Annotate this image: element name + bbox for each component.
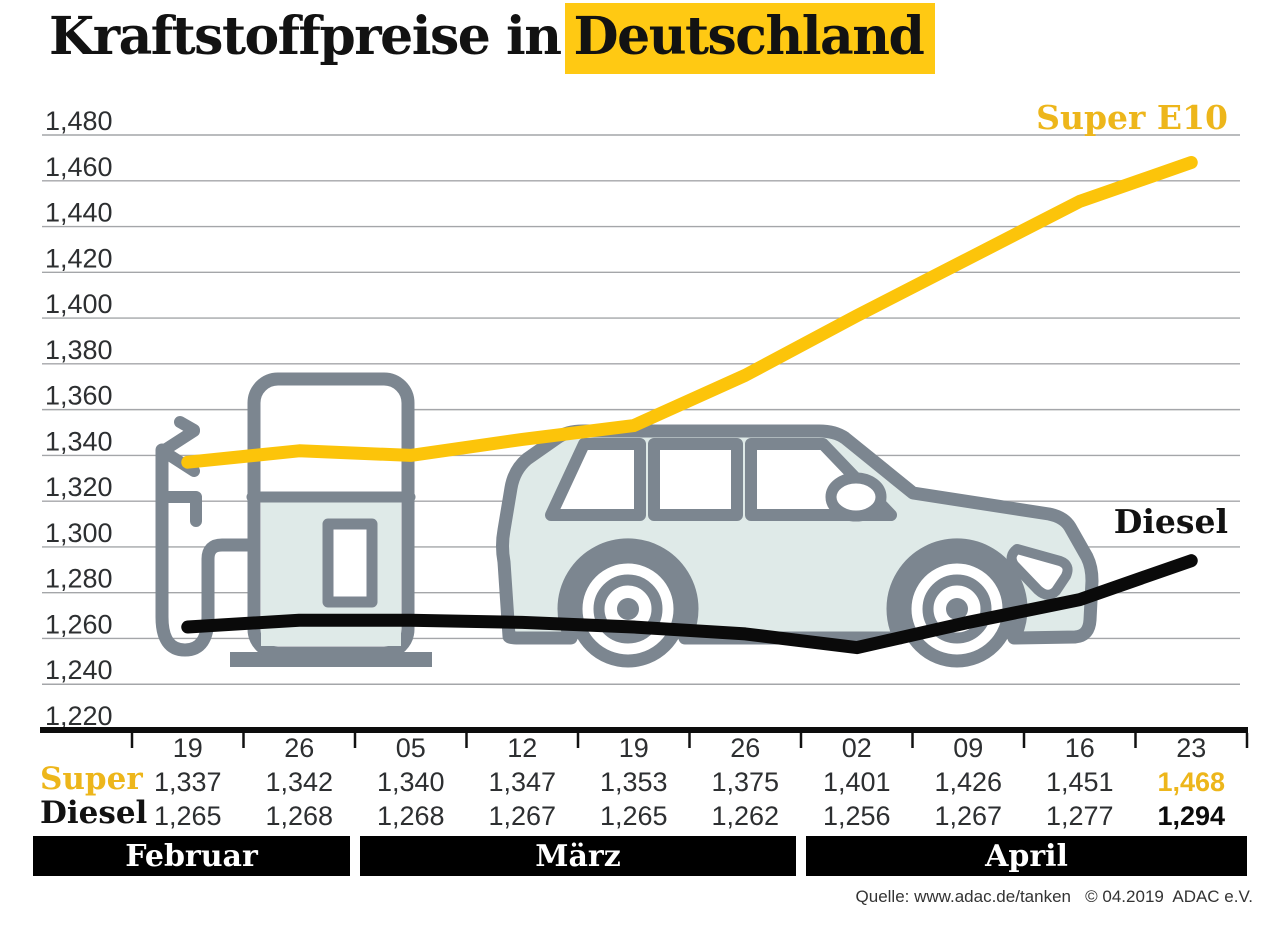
month-band-februar: Februar [33,836,350,876]
table-cell: 1,340 [376,767,445,797]
table-cell: 1,426 [934,767,1003,797]
y-tick-label: 1,360 [45,381,113,411]
series-lines [181,156,1198,655]
table-cell: 1,268 [376,801,445,831]
diesel-row-label: Diesel [40,795,148,831]
source-credit: Quelle: www.adac.de/tanken © 04.2019 ADA… [855,887,1253,906]
y-tick-label: 1,420 [45,243,113,273]
car-headlight [1006,544,1073,600]
table-cell: 19 [618,733,649,763]
table-cell: 1,401 [822,767,891,797]
table-cell: 1,353 [599,767,668,797]
table-cell: 12 [507,733,538,763]
car-window-rear [545,438,646,521]
table-cell: 1,277 [1045,801,1114,831]
y-tick-label: 1,380 [45,335,113,365]
date-row: 19 26 05 12 19 26 02 09 16 23 [0,733,1280,763]
line-super-e10 [181,156,1198,469]
car-mirror [825,472,887,522]
table-cell: 1,265 [599,801,668,831]
super-price-row: Super 1,337 1,342 1,340 1,347 1,353 1,375 1,40… [0,761,1280,797]
month-band-märz: März [360,836,796,876]
table-cell: 1,342 [265,767,334,797]
y-tick-label: 1,400 [45,289,113,319]
table-cell: 1,262 [711,801,780,831]
y-tick-label: 1,480 [45,106,113,136]
pump-door [322,518,378,608]
line-diesel [181,554,1198,655]
table-cell: 1,337 [153,767,222,797]
table-cell: 26 [284,733,315,763]
table-cell: 26 [730,733,761,763]
diesel-price-row: Diesel 1,265 1,268 1,268 1,267 1,265 1,262 1,2… [0,795,1280,831]
car-rear-wheel [569,550,687,668]
y-tick-label: 1,440 [45,198,113,228]
y-tick-label: 1,300 [45,518,113,548]
y-tick-label: 1,220 [45,701,113,731]
y-axis-labels: 1,480 1,460 1,440 1,420 1,400 1,380 1,360 1,340… [45,106,113,731]
legend-super-e10: Super E10 [1036,98,1228,137]
y-tick-label: 1,260 [45,609,113,639]
table-cell: 23 [1176,733,1207,763]
car-front-wheel [898,550,1016,668]
table-cell: 1,468 [1157,767,1226,797]
table-cell: 09 [953,733,984,763]
y-tick-label: 1,340 [45,426,113,456]
y-tick-label: 1,280 [45,564,113,594]
title-highlight: Deutschland [564,3,936,74]
table-cell: 1,268 [265,801,334,831]
table-cell: 1,265 [153,801,222,831]
table-cell: 1,294 [1157,801,1226,831]
super-row-label: Super [40,761,143,797]
y-tick-label: 1,460 [45,152,113,182]
table-cell: 02 [841,733,872,763]
table-cell: 1,375 [711,767,780,797]
table-cell: 1,451 [1045,767,1114,797]
page-title: Kraftstoffpreise in Deutschland [49,3,936,74]
pump-hose [155,443,257,657]
car-window-middle [648,438,743,521]
table-cell: 05 [395,733,426,763]
table-cell: 1,267 [934,801,1003,831]
x-axis [40,727,1249,748]
legend-diesel: Diesel [1114,502,1228,541]
month-band-april: April [806,836,1247,876]
table-cell: 19 [172,733,203,763]
title-plain: Kraftstoffpreise in [49,6,562,67]
y-tick-label: 1,240 [45,655,113,685]
table-cell: 1,347 [488,767,557,797]
table-cell: 1,267 [488,801,557,831]
table-cell: 16 [1064,733,1095,763]
y-tick-label: 1,320 [45,472,113,502]
table-cell: 1,256 [822,801,891,831]
